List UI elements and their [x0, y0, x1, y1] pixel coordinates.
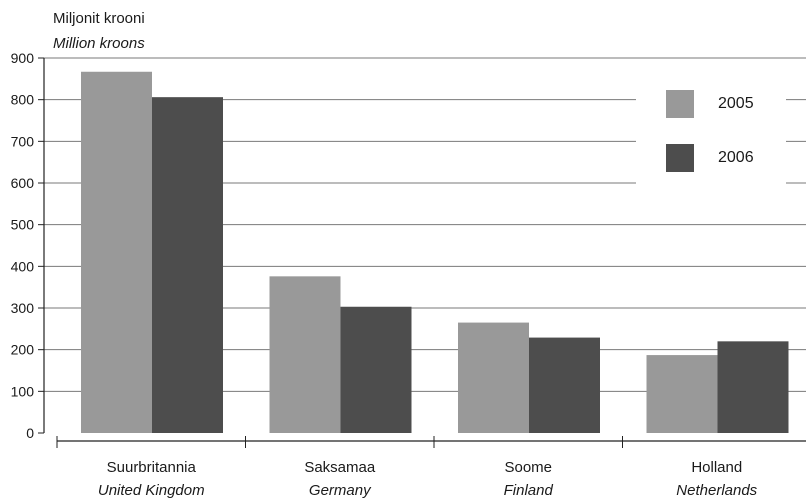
x-tick-label: Soome: [504, 459, 552, 476]
y-tick-label: 800: [11, 92, 35, 108]
bar-2005-united-kingdom: [81, 71, 152, 433]
x-tick-label-english: United Kingdom: [98, 482, 205, 499]
bar-2005-finland: [458, 322, 529, 433]
y-tick-label: 300: [11, 300, 35, 316]
y-tick-label: 0: [26, 425, 34, 441]
bar-2006-netherlands: [717, 341, 789, 433]
legend: 2005 2006: [636, 82, 786, 194]
x-tick-label-english: Finland: [504, 482, 554, 499]
legend-swatch-2006: [666, 144, 694, 172]
x-tick-label: Saksamaa: [304, 459, 376, 476]
x-tick-label: Suurbritannia: [107, 459, 197, 476]
x-tick-label-english: Netherlands: [676, 482, 757, 499]
x-tick-label: Holland: [691, 459, 742, 476]
bar-2006-germany: [340, 306, 412, 433]
bar-2006-finland: [529, 337, 600, 433]
y-tick-label: 100: [11, 383, 35, 399]
y-tick-label: 600: [11, 175, 35, 191]
bar-2005-netherlands: [646, 355, 718, 433]
bar-2006-united-kingdom: [152, 97, 223, 434]
legend-swatch-2005: [666, 90, 694, 118]
y-tick-label: 700: [11, 133, 35, 149]
y-tick-label: 400: [11, 258, 35, 274]
legend-label-2005: 2005: [718, 95, 754, 112]
y-tick-label: 200: [11, 342, 35, 358]
x-tick-label-english: Germany: [309, 482, 372, 499]
bar-2005-germany: [269, 276, 341, 433]
y-axis-unit-label: Miljonit krooni: [53, 10, 145, 27]
legend-label-2006: 2006: [718, 149, 754, 166]
y-axis-unit-label-english: Million kroons: [53, 35, 145, 52]
y-tick-label: 500: [11, 217, 35, 233]
y-tick-label: 900: [11, 50, 35, 66]
